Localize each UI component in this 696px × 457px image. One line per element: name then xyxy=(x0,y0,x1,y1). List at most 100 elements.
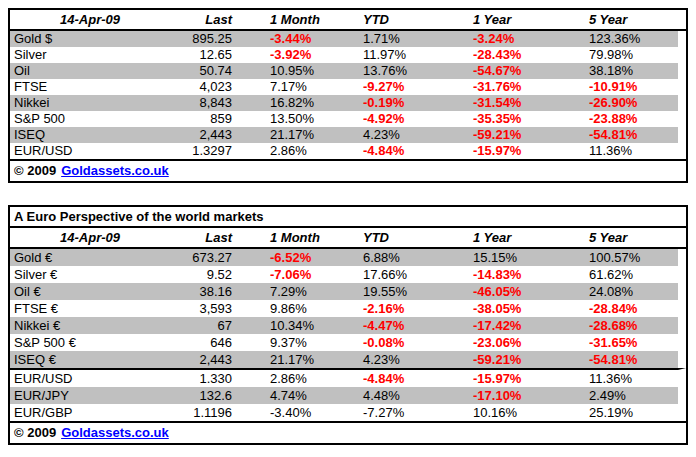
row-label: FTSE xyxy=(10,79,170,95)
column-header: 5 Year xyxy=(556,10,678,29)
value-cell: -3.40% xyxy=(234,404,330,421)
row-label: EUR/USD xyxy=(10,370,170,387)
column-header: Last xyxy=(170,228,234,247)
row-label: Silver xyxy=(10,47,170,63)
value-cell: -15.97% xyxy=(440,143,556,159)
value-cell: 24.08% xyxy=(556,283,678,300)
value-cell: 19.55% xyxy=(330,283,440,300)
value-cell: -10.91% xyxy=(556,79,678,95)
value-cell: 2.49% xyxy=(556,387,678,404)
value-cell: 7.17% xyxy=(234,79,330,95)
value-cell: -3.44% xyxy=(234,31,330,47)
column-header: Last xyxy=(170,10,234,29)
value-cell: 50.74 xyxy=(170,63,234,79)
row-label: Oil xyxy=(10,63,170,79)
table-row: S&P 50085913.50%-4.92%-35.35%-23.88% xyxy=(10,111,686,127)
table-row: EUR/GBP1.1196-3.40%-7.27%10.16%25.19% xyxy=(10,404,686,421)
value-cell: -54.81% xyxy=(556,351,678,368)
table-row: S&P 500 €6469.37%-0.08%-23.06%-31.65% xyxy=(10,334,686,351)
value-cell: 38.16 xyxy=(170,283,234,300)
value-cell: 1.3297 xyxy=(170,143,234,159)
value-cell: 1.71% xyxy=(330,31,440,47)
value-cell: 21.17% xyxy=(234,351,330,368)
value-cell: 17.66% xyxy=(330,266,440,283)
row-label: ISEQ xyxy=(10,127,170,143)
table-row: Oil50.7410.95%13.76%-54.67%38.18% xyxy=(10,63,686,79)
value-cell: -28.43% xyxy=(440,47,556,63)
row-label: S&P 500 € xyxy=(10,334,170,351)
value-cell: 15.15% xyxy=(440,249,556,266)
value-cell: 7.29% xyxy=(234,283,330,300)
value-cell: -3.92% xyxy=(234,47,330,63)
value-cell: 3,593 xyxy=(170,300,234,317)
value-cell: -23.88% xyxy=(556,111,678,127)
row-label: Gold € xyxy=(10,249,170,266)
value-cell: 11.36% xyxy=(556,370,678,387)
copyright-text: © 2009 xyxy=(14,425,56,440)
value-cell: -28.68% xyxy=(556,317,678,334)
value-cell: 673.27 xyxy=(170,249,234,266)
value-cell: -35.35% xyxy=(440,111,556,127)
value-cell: -59.21% xyxy=(440,351,556,368)
value-cell: -46.05% xyxy=(440,283,556,300)
row-label: EUR/USD xyxy=(10,143,170,159)
value-cell: 6.88% xyxy=(330,249,440,266)
column-header: 1 Month xyxy=(234,228,330,247)
value-cell: -31.76% xyxy=(440,79,556,95)
value-cell: 10.16% xyxy=(440,404,556,421)
copyright-link[interactable]: Goldassets.co.uk xyxy=(61,163,169,178)
value-cell: 132.6 xyxy=(170,387,234,404)
value-cell: 61.62% xyxy=(556,266,678,283)
table-row: Gold €673.27-6.52%6.88%15.15%100.57% xyxy=(10,249,686,266)
table-row: FTSE4,0237.17%-9.27%-31.76%-10.91% xyxy=(10,79,686,95)
row-label: Nikkei xyxy=(10,95,170,111)
value-cell: -9.27% xyxy=(330,79,440,95)
value-cell: -4.47% xyxy=(330,317,440,334)
value-cell: -31.65% xyxy=(556,334,678,351)
value-cell: 13.50% xyxy=(234,111,330,127)
row-label: S&P 500 xyxy=(10,111,170,127)
row-label: FTSE € xyxy=(10,300,170,317)
eur-copyright-row: © 2009 Goldassets.co.uk xyxy=(10,421,686,443)
table-row: Silver €9.52-7.06%17.66%-14.83%61.62% xyxy=(10,266,686,283)
usd-markets-table: 14-Apr-09Last1 MonthYTD1 Year5 Year Gold… xyxy=(8,8,688,183)
value-cell: 13.76% xyxy=(330,63,440,79)
value-cell: -2.16% xyxy=(330,300,440,317)
value-cell: 4.74% xyxy=(234,387,330,404)
value-cell: 1.1196 xyxy=(170,404,234,421)
date-header: 14-Apr-09 xyxy=(10,10,170,29)
column-header: 1 Year xyxy=(440,228,556,247)
row-label: ISEQ € xyxy=(10,351,170,368)
value-cell: -3.24% xyxy=(440,31,556,47)
column-header: 5 Year xyxy=(556,228,678,247)
eur-header-row: 14-Apr-09Last1 MonthYTD1 Year5 Year xyxy=(10,228,686,249)
value-cell: -17.42% xyxy=(440,317,556,334)
value-cell: 8,843 xyxy=(170,95,234,111)
value-cell: -15.97% xyxy=(440,370,556,387)
table-row: Oil €38.167.29%19.55%-46.05%24.08% xyxy=(10,283,686,300)
value-cell: 4.23% xyxy=(330,127,440,143)
value-cell: -54.81% xyxy=(556,127,678,143)
value-cell: 2,443 xyxy=(170,351,234,368)
value-cell: -4.92% xyxy=(330,111,440,127)
value-cell: 9.37% xyxy=(234,334,330,351)
value-cell: 11.36% xyxy=(556,143,678,159)
column-header: 1 Month xyxy=(234,10,330,29)
table-row: Gold $895.25-3.44%1.71%-3.24%123.36% xyxy=(10,31,686,47)
value-cell: 9.52 xyxy=(170,266,234,283)
value-cell: 10.34% xyxy=(234,317,330,334)
value-cell: 79.98% xyxy=(556,47,678,63)
column-header: 1 Year xyxy=(440,10,556,29)
value-cell: -4.84% xyxy=(330,143,440,159)
value-cell: 4.48% xyxy=(330,387,440,404)
value-cell: -23.06% xyxy=(440,334,556,351)
table-row: FTSE €3,5939.86%-2.16%-38.05%-28.84% xyxy=(10,300,686,317)
value-cell: -6.52% xyxy=(234,249,330,266)
value-cell: -28.84% xyxy=(556,300,678,317)
value-cell: 895.25 xyxy=(170,31,234,47)
eur-table-body: Gold €673.27-6.52%6.88%15.15%100.57%Silv… xyxy=(10,249,686,421)
table-row: EUR/USD1.32972.86%-4.84%-15.97%11.36% xyxy=(10,143,686,159)
value-cell: 646 xyxy=(170,334,234,351)
value-cell: -0.08% xyxy=(330,334,440,351)
copyright-link[interactable]: Goldassets.co.uk xyxy=(61,425,169,440)
